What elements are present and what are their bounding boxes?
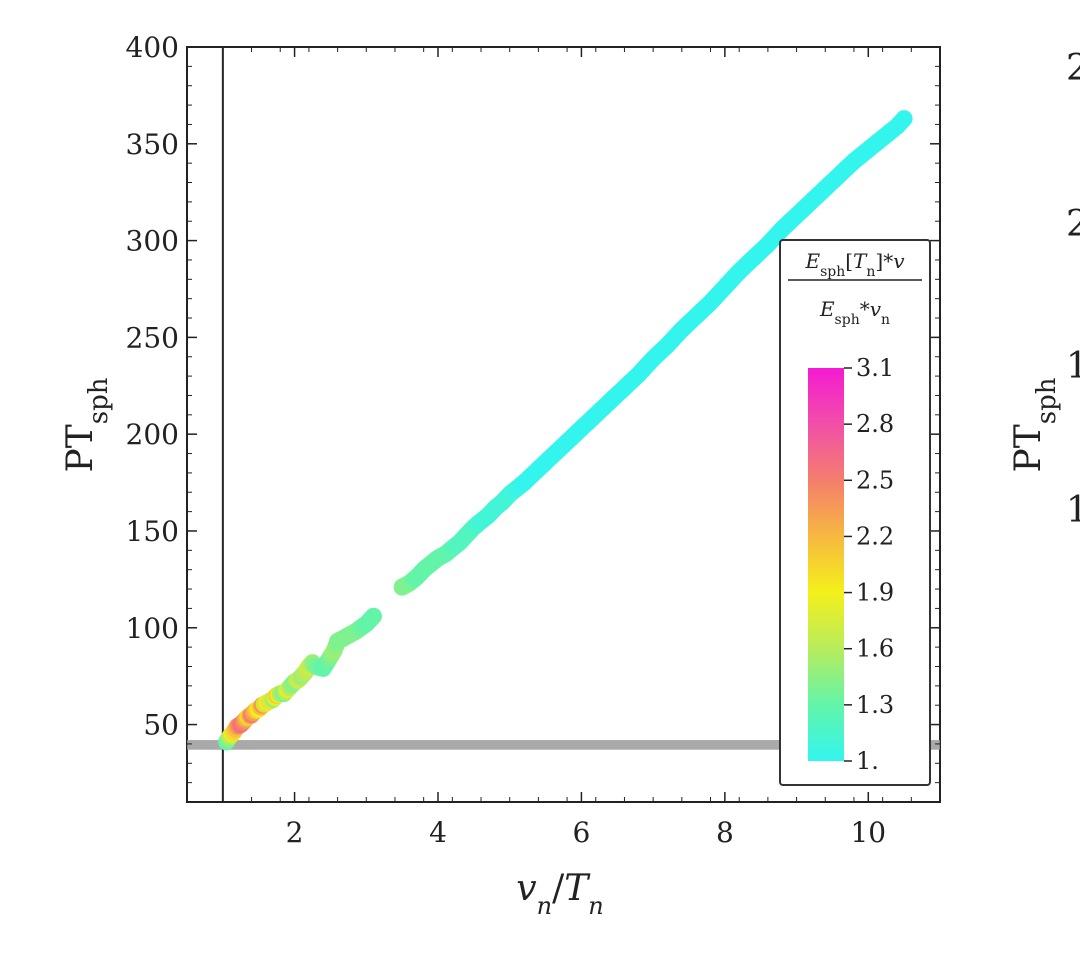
x-tick-label: 8 — [716, 816, 734, 849]
plot-frame — [186, 46, 941, 803]
den-e-sub: sph — [835, 312, 860, 328]
plot-area — [186, 46, 941, 803]
x-axis-title-slash: / — [552, 868, 565, 909]
y-tick-label: 350 — [126, 128, 179, 161]
colorbar-tick-label: 2.5 — [856, 466, 894, 494]
y-axis-title-sub: sph — [84, 377, 114, 424]
x-tick-label: 10 — [850, 816, 886, 849]
colorbar-gradient — [808, 368, 844, 761]
colorbar-tick-label: 1. — [856, 747, 879, 775]
x-tick-label: 2 — [286, 816, 304, 849]
num-t-sub: n — [866, 264, 875, 280]
num-suffix: *v — [883, 249, 905, 273]
num-bracket-close: ] — [875, 249, 883, 273]
den-suffix: *v — [860, 297, 882, 321]
legend-title-denominator: Esph*vn — [819, 297, 890, 328]
right-panel-glyph: 1 — [1066, 346, 1080, 387]
horizontal-band-rect — [187, 740, 940, 750]
y-axis-title: PTsph — [60, 377, 114, 472]
num-bracket-open: [ — [845, 249, 853, 273]
legend-title-numerator: Esph[Tn]*v — [804, 249, 905, 280]
scatter-point — [365, 607, 382, 625]
colorbar-tick-label: 2.2 — [856, 522, 894, 550]
colorbar-tick-label: 1.9 — [856, 579, 894, 607]
colorbar-tick-label: 2.8 — [856, 410, 894, 438]
x-tick-label: 6 — [573, 816, 591, 849]
colorbar-tick-label: 3.1 — [856, 354, 894, 382]
x-axis-title-v: v — [516, 868, 536, 909]
x-axis-title: vn/Tn — [516, 868, 603, 920]
y-tick-label: 100 — [126, 612, 179, 645]
colorbar-tick-label: 1.6 — [856, 635, 894, 663]
y-axis-title-main: PT — [60, 424, 101, 472]
num-e-sub: sph — [820, 264, 845, 280]
x-axis-title-sub1: n — [537, 892, 552, 920]
scatter-points — [217, 110, 913, 751]
num-t: T — [853, 249, 868, 273]
y-tick-label: 200 — [126, 418, 179, 451]
right-panel-glyph: 1 — [1066, 490, 1080, 531]
num-e: E — [804, 249, 820, 273]
den-suffix-sub: n — [881, 312, 890, 328]
den-e: E — [819, 297, 835, 321]
right-panel-glyph: 2 — [1066, 204, 1080, 245]
right-panel-tick-glyphs: 2 2 1 1 — [1066, 48, 1080, 531]
y-tick-label: 250 — [126, 321, 179, 354]
colorbar-ticks: 3.1 2.8 2.5 2.2 1.9 1.6 1.3 1. — [844, 354, 894, 775]
axis-ticks — [187, 46, 940, 802]
colorbar-legend: Esph[Tn]*v Esph*vn 3.12.82.52.21.91.61.3… — [779, 239, 931, 786]
y-tick-label: 150 — [126, 515, 179, 548]
y-tick-label: 50 — [143, 709, 179, 742]
x-axis-title-t: T — [564, 868, 591, 909]
colorbar-tick-label: 1.3 — [856, 691, 894, 719]
clipped-right-panel: PTsph 2 2 1 1 — [1008, 48, 1080, 531]
x-tick-label: 4 — [429, 816, 447, 849]
scatter-point — [895, 110, 913, 128]
right-panel-ylabel: PTsph — [1008, 377, 1062, 472]
y-tick-label: 300 — [126, 225, 179, 258]
x-axis-title-sub2: n — [588, 892, 603, 920]
right-panel-ylabel-main: PT — [1008, 424, 1049, 472]
horizontal-band — [187, 740, 940, 750]
right-panel-ylabel-sub: sph — [1032, 377, 1062, 424]
x-tick-labels: 2 4 6 8 10 — [286, 816, 886, 849]
right-panel-glyph: 2 — [1066, 48, 1080, 89]
y-tick-label: 400 — [126, 31, 179, 64]
y-tick-labels: 50 100 150 200 250 300 350 400 — [126, 31, 179, 742]
